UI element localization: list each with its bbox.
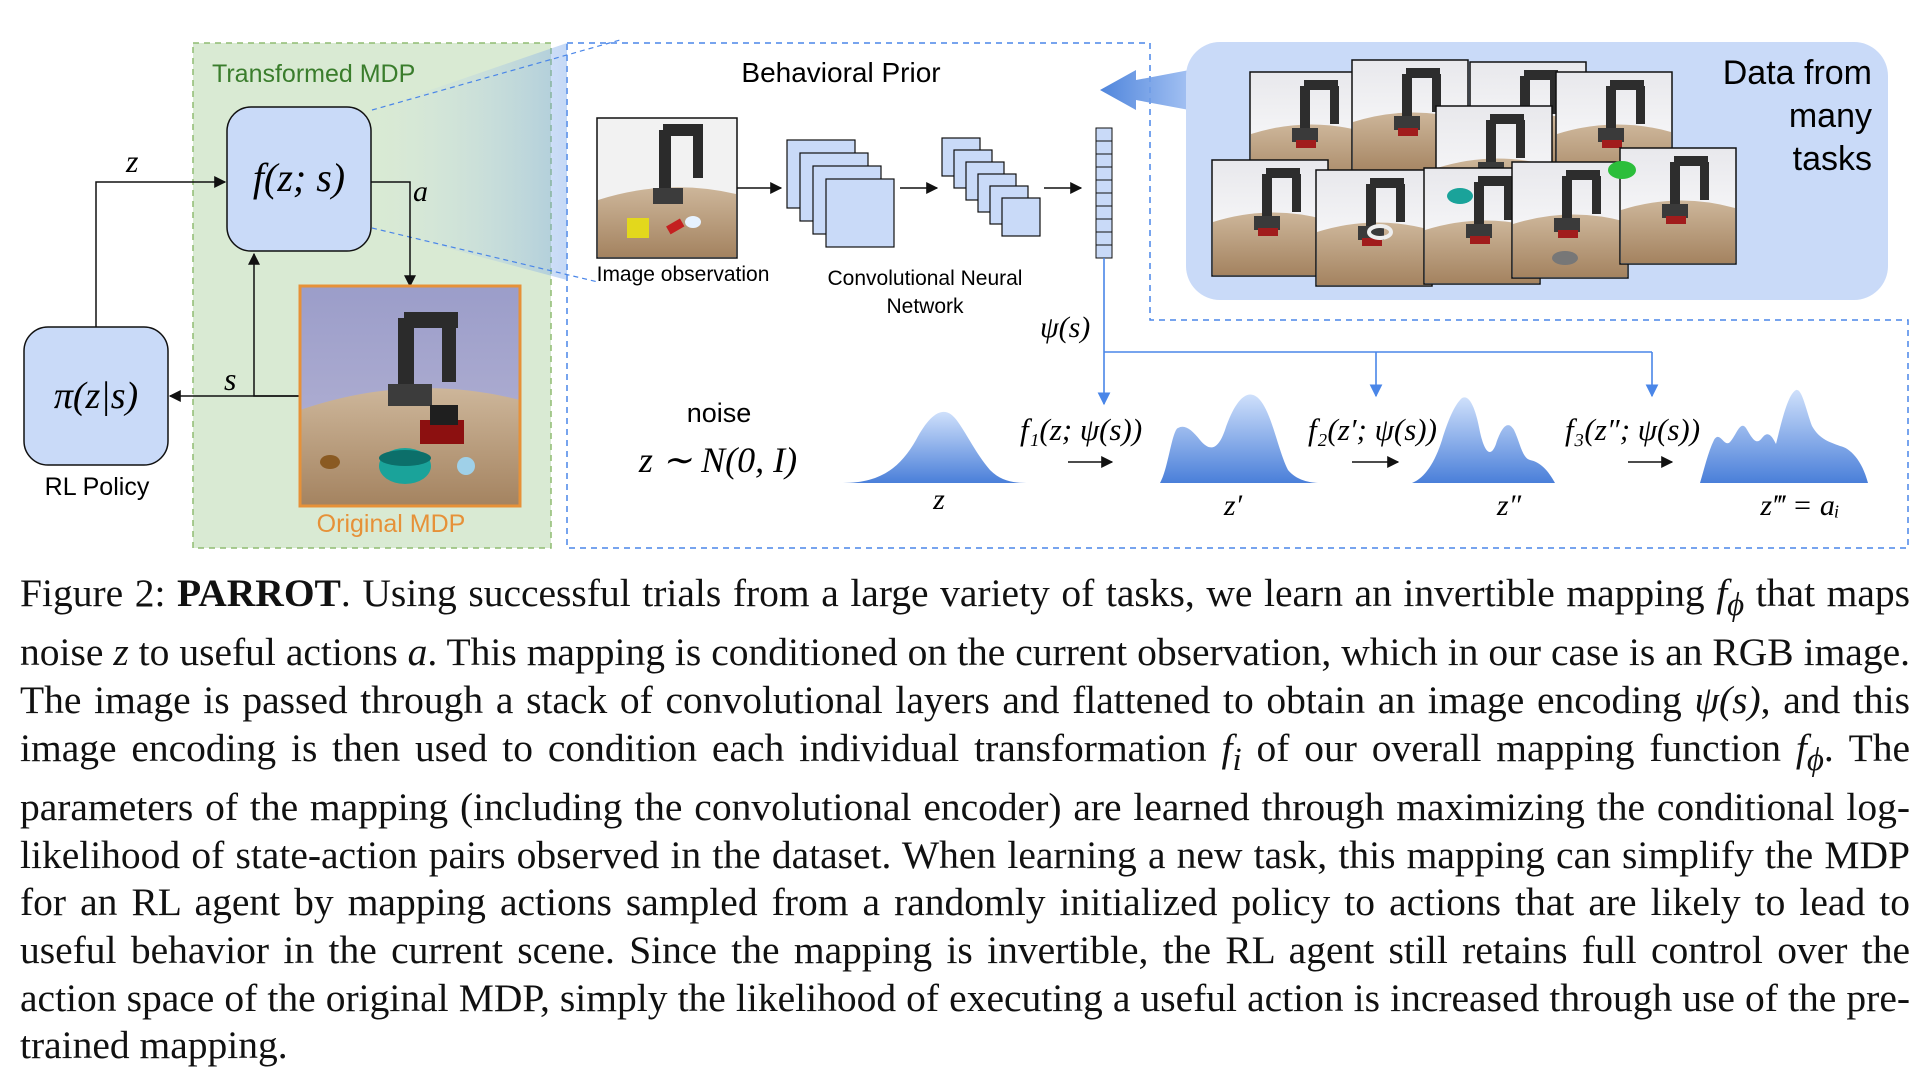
cnn-label-line2: Network bbox=[886, 295, 964, 318]
original-mdp-label: Original MDP bbox=[317, 510, 466, 538]
psi-label: ψ(s) bbox=[1040, 311, 1090, 344]
flow-expr: f(z; s) bbox=[253, 155, 345, 200]
caption-text-7: . The parameters of the mapping (includi… bbox=[20, 725, 1910, 1068]
transformed-mdp-label: Transformed MDP bbox=[212, 60, 415, 88]
cnn-stack-large bbox=[786, 139, 895, 248]
caption-a: a bbox=[407, 630, 428, 675]
figure-diagram: Transformed MDP f(z; s) π(z|s) RL Policy… bbox=[23, 39, 1909, 549]
s-label: s bbox=[224, 361, 236, 397]
figure-number: Figure 2: bbox=[20, 571, 166, 615]
f3-label: f₃(z″; ψ(s)) bbox=[1565, 412, 1700, 447]
dist-z3 bbox=[1700, 389, 1868, 483]
caption-phi-sub-2: ϕ bbox=[1806, 741, 1824, 778]
cnn-stack-small bbox=[941, 137, 1041, 237]
caption-f-i: f bbox=[1221, 725, 1233, 770]
encoding-vector bbox=[1095, 127, 1113, 259]
behavioral-prior-region bbox=[566, 42, 1909, 549]
dist-label-z3: z‴ = aᵢ bbox=[1759, 489, 1839, 522]
caption-text-4: . This mapping is conditioned on the cur… bbox=[20, 630, 1910, 723]
flow-box bbox=[226, 106, 372, 252]
caption-phi-sub: ϕ bbox=[1727, 586, 1745, 623]
noise-expr: z ∼ N(0, I) bbox=[638, 440, 797, 480]
caption-text-1: . Using successful trials from a large v… bbox=[340, 571, 1717, 615]
original-mdp-image bbox=[298, 284, 522, 508]
caption-f-phi-2: f bbox=[1795, 725, 1807, 770]
a-label: a bbox=[413, 175, 428, 208]
noise-label: noise bbox=[687, 398, 752, 428]
caption-text-3: to useful actions bbox=[128, 630, 408, 675]
data-label-line1: Data from bbox=[1723, 54, 1872, 92]
dist-z2 bbox=[1412, 397, 1555, 483]
caption-i-sub: i bbox=[1232, 741, 1242, 778]
dist-z bbox=[843, 411, 1030, 483]
f1-label: f₁(z; ψ(s)) bbox=[1020, 412, 1142, 447]
caption-z: z bbox=[113, 630, 129, 675]
caption-f-phi: f bbox=[1716, 571, 1728, 615]
caption-psi-s: ψ(s) bbox=[1694, 678, 1761, 723]
data-label-line3: tasks bbox=[1793, 140, 1872, 178]
caption-text-6: of our overall mapping function bbox=[1241, 725, 1796, 770]
caption-text-2: that maps noise bbox=[20, 571, 1911, 675]
rl-policy-label: RL Policy bbox=[45, 473, 150, 501]
f2-label: f₂(z′; ψ(s)) bbox=[1308, 412, 1437, 447]
image-observation bbox=[596, 117, 738, 259]
cnn-label-line1: Convolutional Neural bbox=[828, 267, 1023, 290]
caption-title: PARROT bbox=[177, 571, 341, 615]
image-observation-label: Image observation bbox=[597, 263, 770, 286]
caption-text-5: , and this image encoding is then used t… bbox=[20, 678, 1910, 770]
policy-expr: π(z|s) bbox=[54, 375, 138, 417]
behavioral-prior-title: Behavioral Prior bbox=[741, 57, 940, 88]
data-label-line2: many bbox=[1789, 97, 1872, 135]
z-label: z bbox=[125, 143, 139, 179]
dist-label-z2: z″ bbox=[1496, 489, 1522, 522]
dist-z1 bbox=[1160, 394, 1320, 483]
dist-label-z1: z′ bbox=[1223, 489, 1243, 522]
dist-label-z: z bbox=[932, 483, 945, 516]
figure-caption: Figure 2: PARROT. Using successful trial… bbox=[20, 570, 1910, 1070]
task-thumbnails bbox=[1211, 59, 1737, 287]
